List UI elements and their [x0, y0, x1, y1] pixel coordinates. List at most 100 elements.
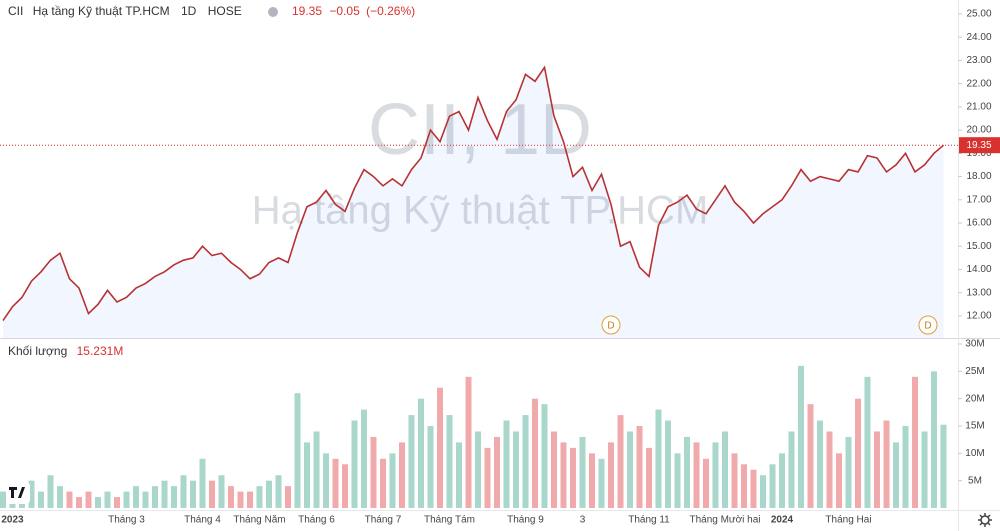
event-marker[interactable]: [918, 315, 938, 335]
dividend-event[interactable]: D: [918, 315, 938, 335]
volume-bar: [57, 486, 63, 508]
volume-bar: [199, 458, 206, 508]
volume-bar: [731, 453, 738, 508]
y-tick-label: 15.00: [966, 241, 991, 252]
volume-bar: [446, 415, 453, 508]
event-label: D: [607, 321, 614, 332]
volume-bar: [874, 431, 880, 508]
volume-bar: [817, 420, 823, 508]
x-tick-label: Tháng Mười hai: [689, 515, 760, 526]
x-tick-label: 3: [580, 515, 586, 526]
volume-bar: [161, 480, 168, 508]
volume-bar: [66, 491, 73, 508]
x-tick-label: 2024: [771, 515, 794, 526]
volume-bar: [456, 442, 462, 508]
x-tick-label: Tháng Hai: [825, 515, 871, 526]
volume-bar: [256, 486, 263, 508]
y-tick-label: 13.00: [966, 287, 991, 298]
volume-bar: [636, 426, 643, 508]
volume-bar: [579, 436, 586, 508]
dividend-event[interactable]: D: [601, 315, 621, 335]
volume-bar: [266, 480, 272, 508]
volume-bar: [361, 409, 367, 508]
y2-tick-label: 5M: [968, 475, 982, 486]
tradingview-logo[interactable]: [6, 482, 30, 504]
volume-bar: [522, 415, 529, 508]
volume-bar: [779, 453, 785, 508]
y2-tick-label: 30M: [965, 339, 984, 350]
y2-tick-label: 15M: [965, 421, 984, 432]
x-tick-label: Tháng Năm: [233, 515, 285, 526]
volume-bar: [503, 420, 510, 508]
change-percent: (−0.26%): [366, 4, 415, 18]
change: −0.05: [329, 4, 360, 18]
symbol: CII: [8, 4, 23, 18]
volume-bar: [570, 447, 576, 508]
y-tick-label: 23.00: [966, 55, 991, 66]
volume-bar: [883, 420, 890, 508]
volume-bar: [741, 464, 747, 508]
volume-bar: [940, 424, 947, 508]
x-tick-label: Tháng 9: [507, 515, 544, 526]
volume-bar: [85, 491, 92, 508]
volume-bar: [589, 453, 595, 508]
volume-bar: [893, 442, 899, 508]
volume-bar: [608, 442, 614, 508]
volume-bar: [323, 453, 329, 508]
volume-bar: [465, 376, 472, 508]
x-tick-label: Tháng 7: [365, 515, 402, 526]
volume-bar: [494, 436, 500, 508]
volume-bar: [475, 431, 481, 508]
volume-bar: [38, 491, 44, 508]
volume-bar: [931, 371, 937, 508]
volume-bar: [114, 497, 120, 508]
last-price: 19.35: [292, 4, 322, 18]
volume-bar: [380, 458, 386, 508]
y-tick-label: 20.00: [966, 125, 991, 136]
volume-bar: [484, 447, 491, 508]
volume-bar: [218, 475, 225, 508]
x-tick-label: Tháng 11: [628, 515, 670, 526]
y-tick-label: 19.00: [966, 148, 991, 159]
volume-bar: [418, 398, 424, 508]
company-name: Hạ tầng Kỹ thuật TP.HCM: [33, 4, 170, 18]
event-label: D: [924, 321, 931, 332]
y-tick-label: 21.00: [966, 101, 991, 112]
volume-bar: [95, 497, 101, 508]
volume-bar: [551, 431, 557, 508]
volume-bar: [902, 426, 909, 508]
volume-bar: [171, 486, 177, 508]
volume-bar: [285, 486, 291, 508]
volume-bar: [76, 497, 82, 508]
volume-bar: [760, 475, 766, 508]
y-tick-label: 17.00: [966, 194, 991, 205]
volume-legend: Khối lượng 15.231M: [8, 344, 123, 358]
y-tick-label: 18.00: [966, 171, 991, 182]
volume-bar: [142, 491, 149, 508]
plot: [0, 65, 947, 508]
volume-bar: [190, 480, 196, 508]
area-fill: [3, 67, 944, 338]
last-price-box: [959, 137, 1000, 154]
volume-bar: [275, 475, 282, 508]
volume-bar: [294, 393, 301, 508]
volume-bar: [532, 398, 538, 508]
volume-bar: [855, 398, 861, 508]
logo-bg[interactable]: [6, 482, 30, 504]
y2-tick-label: 25M: [965, 366, 984, 377]
volume-bar: [560, 442, 567, 508]
y-tick-label: 25.00: [966, 9, 991, 20]
settings-button[interactable]: [978, 513, 992, 527]
event-marker[interactable]: [601, 315, 621, 335]
volume-bar: [836, 453, 842, 508]
watermark-name: Hạ tầng Kỹ thuật TP.HCM: [252, 189, 709, 233]
volume-bar: [304, 442, 310, 508]
volume-bar: [389, 453, 396, 508]
volume-bar: [427, 426, 434, 508]
volume-bar: [437, 387, 443, 508]
volume-bar: [180, 475, 187, 508]
gear-icon[interactable]: [980, 515, 990, 525]
volume-bar: [228, 486, 234, 508]
volume-bar: [712, 442, 719, 508]
